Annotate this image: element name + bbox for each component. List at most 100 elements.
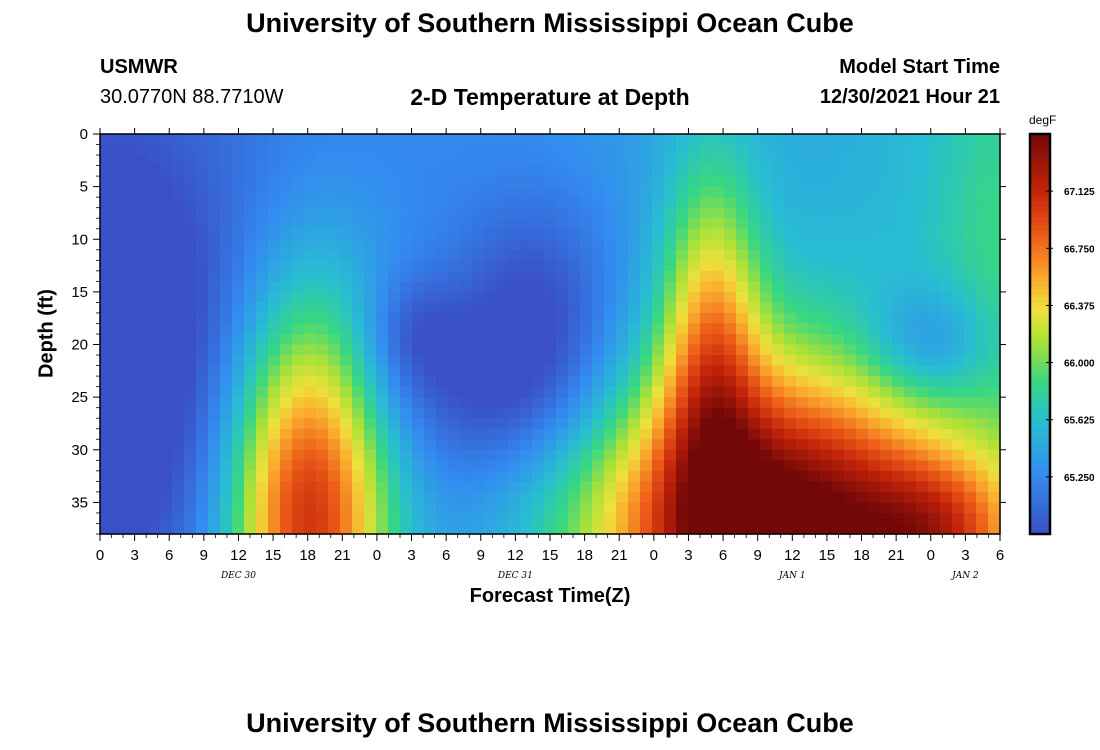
heatmap-cell (532, 270, 545, 282)
heatmap-cell (832, 355, 845, 367)
heatmap-cell (736, 418, 749, 430)
heatmap-cell (112, 144, 125, 156)
heatmap-cell (640, 481, 653, 493)
heatmap-cell (244, 144, 257, 156)
heatmap-cell (268, 344, 281, 356)
heatmap-cell (460, 439, 473, 451)
heatmap-cell (532, 439, 545, 451)
heatmap-cell (736, 207, 749, 219)
heatmap-cell (172, 165, 185, 177)
heatmap-cell (100, 165, 113, 177)
heatmap-cell (748, 239, 761, 251)
heatmap-cell (688, 270, 701, 282)
heatmap-cell (664, 260, 677, 272)
heatmap-cell (760, 176, 773, 188)
heatmap-cell (532, 428, 545, 440)
colorbar-cell (1030, 262, 1050, 267)
heatmap-cell (544, 512, 557, 525)
heatmap-cell (604, 186, 617, 198)
heatmap-cell (652, 134, 665, 146)
x-tick-label: 21 (334, 547, 351, 564)
heatmap-cell (100, 491, 113, 504)
heatmap-cell (604, 407, 617, 419)
heatmap-cell (988, 228, 1001, 240)
heatmap-cell (712, 365, 725, 377)
heatmap-cell (280, 512, 293, 525)
heatmap-cell (592, 239, 605, 251)
heatmap-cell (880, 155, 893, 167)
heatmap-cell (544, 376, 557, 388)
heatmap-cell (244, 502, 257, 514)
heatmap-cell (424, 155, 437, 167)
heatmap-cell (148, 355, 161, 367)
heatmap-cell (652, 291, 665, 304)
heatmap-cell (196, 207, 209, 219)
x-tick-label: 6 (165, 547, 173, 564)
heatmap-cell (748, 260, 761, 272)
heatmap-cell (496, 291, 509, 304)
heatmap-cell (124, 491, 137, 504)
heatmap-cell (772, 449, 785, 461)
heatmap-cell (124, 439, 137, 451)
heatmap-cell (952, 312, 965, 325)
heatmap-cell (616, 176, 629, 188)
heatmap-cell (964, 502, 977, 514)
heatmap-cell (808, 428, 821, 440)
heatmap-cell (388, 144, 401, 156)
heatmap-cell (160, 239, 173, 251)
heatmap-cell (448, 186, 461, 198)
heatmap-cell (112, 281, 125, 293)
heatmap-cell (292, 334, 305, 346)
heatmap-cell (568, 334, 581, 346)
heatmap-cell (916, 355, 929, 367)
heatmap-cell (172, 449, 185, 461)
heatmap-cell (736, 344, 749, 356)
heatmap-cell (136, 176, 149, 188)
heatmap-cell (232, 165, 245, 177)
heatmap-cell (676, 197, 689, 209)
heatmap-cell (700, 218, 713, 230)
heatmap-cell (400, 312, 413, 325)
heatmap-cell (904, 281, 917, 293)
heatmap-cell (496, 312, 509, 325)
date-label: JAN 1 (777, 571, 806, 581)
heatmap-cell (280, 481, 293, 493)
heatmap-cell (544, 418, 557, 430)
heatmap-cell (532, 186, 545, 198)
heatmap-cell (568, 407, 581, 419)
heatmap-cell (364, 418, 377, 430)
heatmap-cell (856, 144, 869, 156)
heatmap-cell (748, 207, 761, 219)
heatmap-cell (652, 302, 665, 314)
heatmap-cell (664, 523, 677, 535)
heatmap-cell (280, 418, 293, 430)
heatmap-cell (376, 281, 389, 293)
heatmap-cell (856, 239, 869, 251)
heatmap-cell (916, 449, 929, 461)
heatmap-cell (544, 186, 557, 198)
heatmap-cell (328, 355, 341, 367)
heatmap-cell (688, 449, 701, 461)
heatmap-cell (820, 365, 833, 377)
heatmap-cell (412, 376, 425, 388)
heatmap-cell (460, 207, 473, 219)
heatmap-cell (664, 165, 677, 177)
heatmap-cell (100, 418, 113, 430)
heatmap-cell (568, 449, 581, 461)
heatmap-cell (700, 512, 713, 525)
heatmap-cell (868, 207, 881, 219)
heatmap-cell (388, 281, 401, 293)
heatmap-cell (796, 334, 809, 346)
heatmap-cell (544, 165, 557, 177)
heatmap-cell (532, 239, 545, 251)
heatmap-cell (328, 502, 341, 514)
heatmap-cell (412, 207, 425, 219)
heatmap-cell (508, 218, 521, 230)
heatmap-cell (940, 239, 953, 251)
heatmap-cell (268, 502, 281, 514)
heatmap-cell (664, 470, 677, 482)
heatmap-cell (700, 523, 713, 535)
heatmap-cell (592, 376, 605, 388)
heatmap-cell (304, 334, 317, 346)
